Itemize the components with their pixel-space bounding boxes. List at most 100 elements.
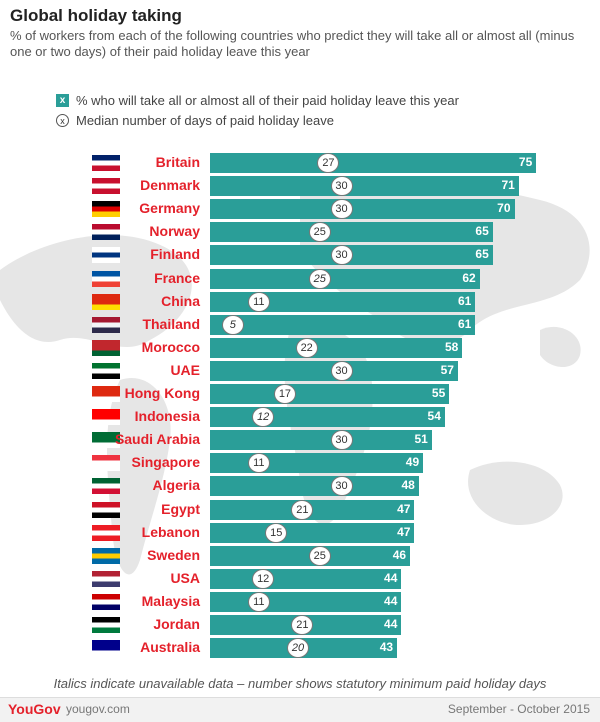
median-days-marker: 11 (247, 453, 270, 474)
bar-value-label: 47 (397, 501, 411, 516)
bar-value-label: 55 (431, 386, 446, 400)
bar-row: China 61 11 (0, 291, 600, 312)
median-days-marker: 30 (330, 360, 353, 381)
survey-date: September - October 2015 (447, 702, 590, 716)
country-flag-icon (92, 570, 120, 587)
median-days-marker: 17 (273, 384, 296, 404)
bar-row: Denmark 71 30 (0, 176, 600, 197)
chart-subtitle: % of workers from each of the following … (10, 28, 575, 59)
category-label: Denmark (140, 177, 200, 194)
bar (210, 407, 445, 428)
site-link[interactable]: yougov.com (66, 702, 130, 716)
country-flag-icon (92, 270, 120, 287)
median-days-marker: 21 (291, 615, 314, 635)
bar-value-label: 54 (427, 409, 441, 424)
chart-title: Global holiday taking (10, 6, 182, 25)
bar (210, 268, 480, 289)
bar (210, 476, 419, 497)
median-days-marker: 11 (247, 291, 270, 312)
category-label: Hong Kong (124, 385, 200, 401)
country-flag-icon (92, 547, 120, 564)
bar-row: Thailand 61 5 (0, 314, 600, 335)
bar-row: Morocco 58 22 (0, 337, 600, 358)
median-days-marker: 30 (330, 430, 353, 451)
bar-row: Saudi Arabia 51 30 (0, 430, 600, 451)
median-days-marker: 30 (330, 176, 353, 197)
country-flag-icon (92, 155, 120, 171)
footnote: Italics indicate unavailable data – numb… (53, 676, 547, 691)
bar-row: Sweden 46 25 (0, 545, 600, 566)
bar (210, 199, 515, 220)
median-days-marker: 20 (287, 638, 309, 659)
bar-row: Hong Kong 55 17 (0, 384, 600, 404)
category-label: Singapore (131, 454, 200, 471)
country-flag-icon (92, 339, 120, 356)
category-label: Malaysia (141, 592, 200, 609)
median-days-marker: 25 (308, 268, 331, 289)
legend-bar-swatch: x (56, 94, 69, 107)
category-label: UAE (170, 361, 200, 378)
country-flag-icon (92, 386, 120, 402)
bar-row: Australia 43 20 (0, 638, 600, 659)
country-flag-icon (92, 409, 120, 426)
country-flag-icon (92, 293, 120, 310)
country-flag-icon (92, 247, 120, 264)
country-flag-icon (92, 201, 120, 218)
bar-row: France 62 25 (0, 268, 600, 289)
legend-item-dots: x Median number of days of paid holiday … (56, 113, 334, 128)
country-flag-icon (92, 617, 120, 633)
median-days-marker: 25 (308, 545, 331, 566)
category-label: Jordan (153, 616, 200, 632)
legend-bar-label: % who will take all or almost all of the… (76, 93, 459, 108)
median-days-marker: 11 (247, 591, 270, 612)
legend-dot-swatch: x (56, 114, 69, 127)
country-flag-icon (92, 224, 120, 241)
median-days-marker: 30 (330, 199, 353, 220)
bar-row: Germany 70 30 (0, 199, 600, 220)
bar-row: Britain 75 27 (0, 153, 600, 173)
category-label: Australia (140, 639, 200, 656)
bar-value-label: 65 (475, 224, 489, 239)
category-label: France (154, 269, 200, 286)
bar-value-label: 62 (462, 270, 476, 285)
bar-row: Egypt 47 21 (0, 499, 600, 520)
bar (210, 314, 476, 335)
legend-dot-label: Median number of days of paid holiday le… (76, 113, 334, 128)
country-flag-icon (92, 593, 120, 610)
bar-value-label: 65 (475, 247, 489, 262)
country-flag-icon (92, 432, 120, 449)
bar-row: USA 44 12 (0, 568, 600, 589)
bar (210, 153, 537, 173)
bar-row: Indonesia 54 12 (0, 407, 600, 428)
category-label: China (161, 292, 200, 309)
country-flag-icon (92, 501, 120, 518)
country-flag-icon (92, 316, 120, 333)
footer: YouGov yougov.com September - October 20… (0, 697, 600, 722)
category-label: Britain (155, 154, 200, 170)
category-label: Indonesia (134, 408, 200, 425)
bar-value-label: 71 (501, 178, 515, 193)
bar-value-label: 43 (379, 640, 394, 655)
country-flag-icon (92, 178, 120, 195)
bar-row: Norway 65 25 (0, 222, 600, 243)
bar-row: Algeria 48 30 (0, 476, 600, 497)
bar (210, 222, 493, 243)
median-days-marker: 30 (330, 476, 353, 497)
category-label: Egypt (161, 500, 200, 517)
bar (210, 291, 476, 312)
bar-value-label: 51 (414, 432, 428, 447)
median-days-marker: 25 (308, 222, 331, 243)
country-flag-icon (92, 640, 120, 657)
bar-value-label: 49 (405, 455, 420, 470)
bar-value-label: 48 (401, 478, 415, 493)
yougov-logo[interactable]: YouGov (8, 701, 61, 717)
bar-value-label: 70 (497, 201, 511, 216)
bar-value-label: 44 (384, 570, 398, 585)
category-label: Saudi Arabia (114, 431, 200, 448)
country-flag-icon (92, 478, 120, 495)
bar-row: Jordan 44 21 (0, 615, 600, 635)
legend-item-bars: x % who will take all or almost all of t… (56, 93, 459, 108)
bar-value-label: 75 (518, 155, 533, 169)
bar-value-label: 46 (392, 547, 407, 562)
